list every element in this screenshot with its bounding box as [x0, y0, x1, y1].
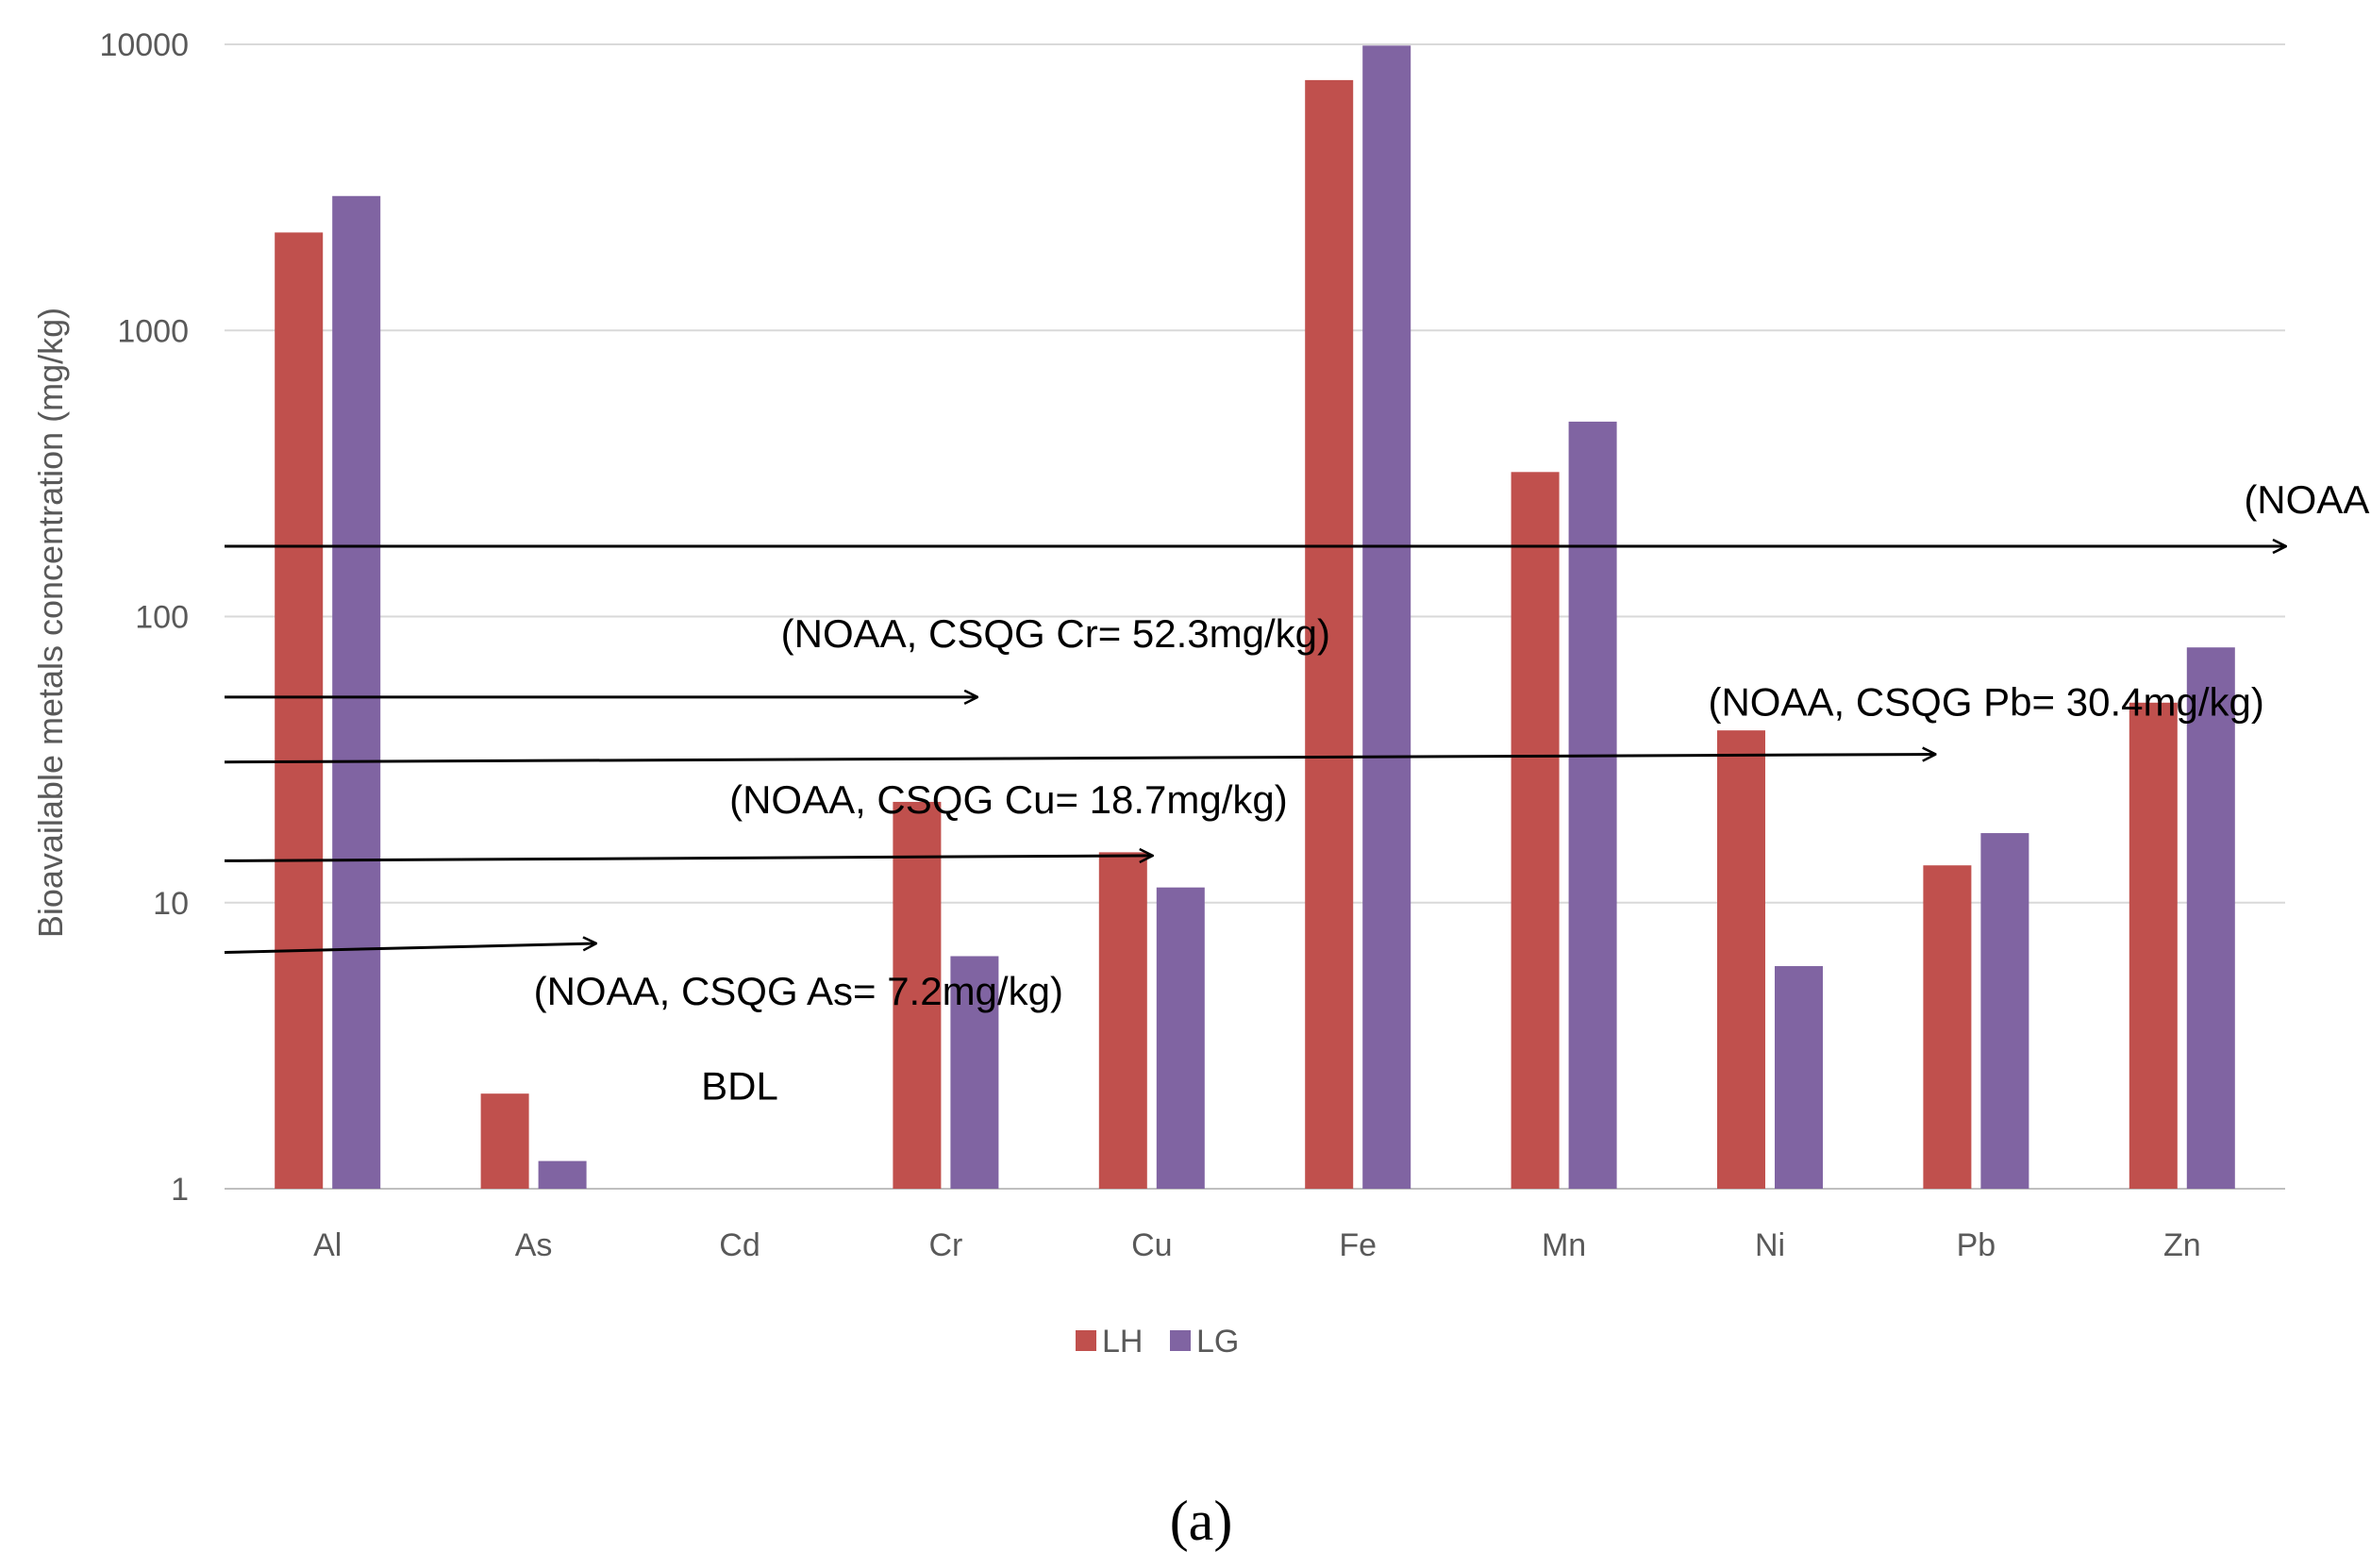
- bar-LG-Pb: [1980, 833, 2029, 1189]
- annotation-arrow: [224, 755, 1935, 764]
- bar-LG-As: [538, 1160, 587, 1189]
- x-tick-label: As: [515, 1227, 553, 1263]
- x-tick-label: Cr: [928, 1227, 962, 1263]
- x-tick-label: Pb: [1957, 1227, 1996, 1263]
- legend-label-LH: LH: [1102, 1324, 1143, 1359]
- bar-LH-Cr: [893, 801, 942, 1189]
- bar-LG-Fe: [1362, 45, 1411, 1190]
- legend: LH LG: [1076, 1324, 1239, 1359]
- y-axis-ticks: 1 10 100 1000 10000: [99, 27, 189, 1208]
- bar-LG-Cu: [1156, 887, 1205, 1189]
- y-tick-label: 10000: [99, 27, 189, 63]
- bar-LH-As: [480, 1093, 529, 1189]
- x-tick-label: Cd: [719, 1227, 760, 1263]
- bar-LG-Ni: [1775, 966, 1823, 1189]
- legend-label-LG: LG: [1196, 1324, 1239, 1359]
- y-tick-label: 1000: [117, 313, 189, 349]
- annotation-arrow: [224, 943, 595, 954]
- x-axis-categories: Al As Cd Cr Cu Fe Mn Ni Pb Zn: [313, 1227, 2201, 1263]
- annotation-arrow: [224, 856, 1152, 861]
- bar-LH-Cu: [1098, 852, 1147, 1189]
- bar-LH-Al: [275, 232, 324, 1189]
- bar-LH-Zn: [2129, 702, 2178, 1189]
- annotation-label: (NOAA, CSQG Cr= 52.3mg/kg): [781, 611, 1330, 656]
- annotations: BDL (NOAA, CSQG Zn= 124mg/kg) (NOAA, CSQG …: [224, 477, 2371, 1108]
- x-tick-label: Zn: [2163, 1227, 2201, 1263]
- x-tick-label: Ni: [1755, 1227, 1785, 1263]
- bdl-label: BDL: [701, 1063, 778, 1108]
- y-axis-label: Bioavailable metals concentration (mg/kg…: [31, 308, 70, 938]
- legend-swatch-LH: [1076, 1330, 1096, 1351]
- x-tick-label: Fe: [1339, 1227, 1377, 1263]
- bar-LG-Al: [332, 195, 381, 1189]
- y-tick-label: 10: [153, 886, 189, 922]
- figure-caption: (a): [1170, 1490, 1233, 1552]
- bar-LG-Mn: [1568, 421, 1617, 1190]
- annotation-label: (NOAA, CSQG Cu= 18.7mg/kg): [729, 777, 1288, 822]
- bar-LH-Pb: [1923, 865, 1972, 1189]
- bar-LG-Cr: [950, 956, 999, 1189]
- bar-LG-Zn: [2186, 647, 2235, 1189]
- annotation-label: (NOAA, CSQG Pb= 30.4mg/kg): [1708, 680, 2263, 725]
- legend-swatch-LG: [1170, 1330, 1191, 1351]
- bars: [275, 45, 2235, 1190]
- y-tick-label: 100: [135, 600, 189, 636]
- annotation-label: (NOAA, CSQG Zn= 124mg/kg): [2244, 477, 2371, 522]
- x-tick-label: Mn: [1542, 1227, 1586, 1263]
- annotation-label: (NOAA, CSQG As= 7.2mg/kg): [534, 969, 1063, 1013]
- bar-LH-Ni: [1717, 730, 1765, 1189]
- x-tick-label: Cu: [1131, 1227, 1172, 1263]
- y-tick-label: 1: [171, 1172, 189, 1208]
- x-tick-label: Al: [313, 1227, 342, 1263]
- bar-LH-Fe: [1305, 79, 1354, 1189]
- bar-LH-Mn: [1511, 472, 1560, 1190]
